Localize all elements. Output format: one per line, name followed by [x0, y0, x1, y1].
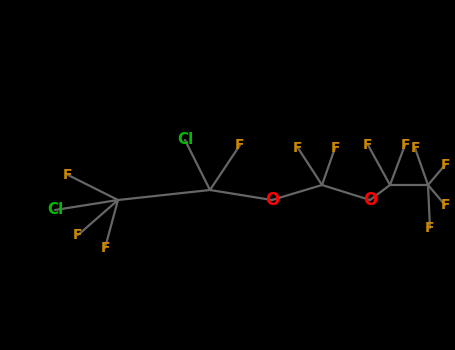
Text: F: F	[73, 228, 83, 242]
Text: F: F	[363, 138, 373, 152]
Text: O: O	[363, 191, 377, 209]
Text: F: F	[100, 241, 110, 255]
Text: Cl: Cl	[47, 203, 63, 217]
Text: F: F	[425, 221, 435, 235]
Text: Cl: Cl	[177, 133, 193, 147]
Text: F: F	[330, 141, 340, 155]
Text: F: F	[63, 168, 73, 182]
Text: F: F	[235, 138, 245, 152]
Text: O: O	[265, 191, 279, 209]
Text: F: F	[400, 138, 410, 152]
Text: F: F	[440, 158, 450, 172]
Text: F: F	[293, 141, 303, 155]
Text: F: F	[410, 141, 420, 155]
Text: F: F	[440, 198, 450, 212]
